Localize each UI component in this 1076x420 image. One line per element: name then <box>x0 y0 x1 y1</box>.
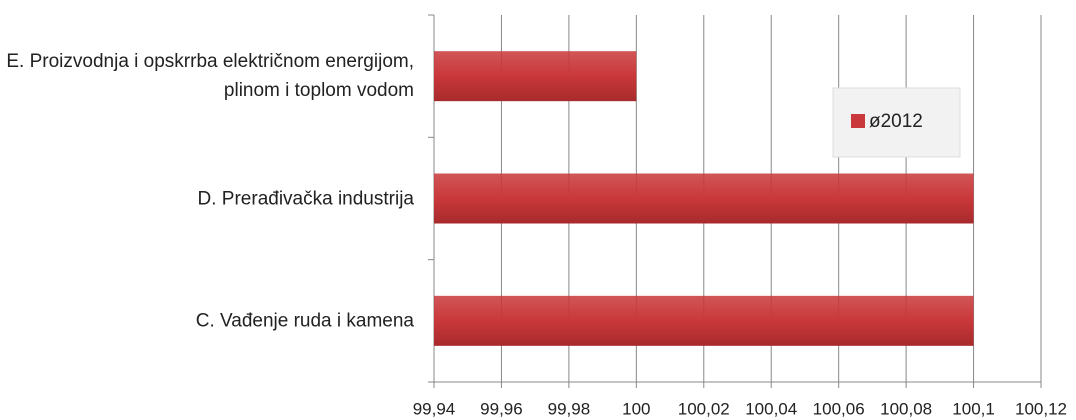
legend-swatch <box>851 114 865 128</box>
bar <box>434 51 637 102</box>
x-tick-label: 100,1 <box>952 399 995 418</box>
bar <box>434 173 974 224</box>
y-tick-label: E. Proizvodnja i opskrrba električnom en… <box>6 51 414 102</box>
x-tick-label: 100,06 <box>813 399 865 418</box>
x-tick-label: 99,94 <box>413 399 456 418</box>
y-tick-label: C. Vađenje ruda i kamena <box>195 310 414 332</box>
x-tick-label: 100 <box>622 399 650 418</box>
x-tick-label: 100,08 <box>880 399 932 418</box>
x-tick-label: 100,02 <box>678 399 730 418</box>
x-tick-label: 100,04 <box>745 399 797 418</box>
legend-label: ø2012 <box>869 111 923 132</box>
y-tick-label: D. Prerađivačka industrija <box>197 188 414 209</box>
x-tick-label: 100,12 <box>1015 399 1067 418</box>
x-tick-label: 99,96 <box>480 399 523 418</box>
bar <box>434 295 974 346</box>
x-tick-label: 99,98 <box>548 399 591 418</box>
